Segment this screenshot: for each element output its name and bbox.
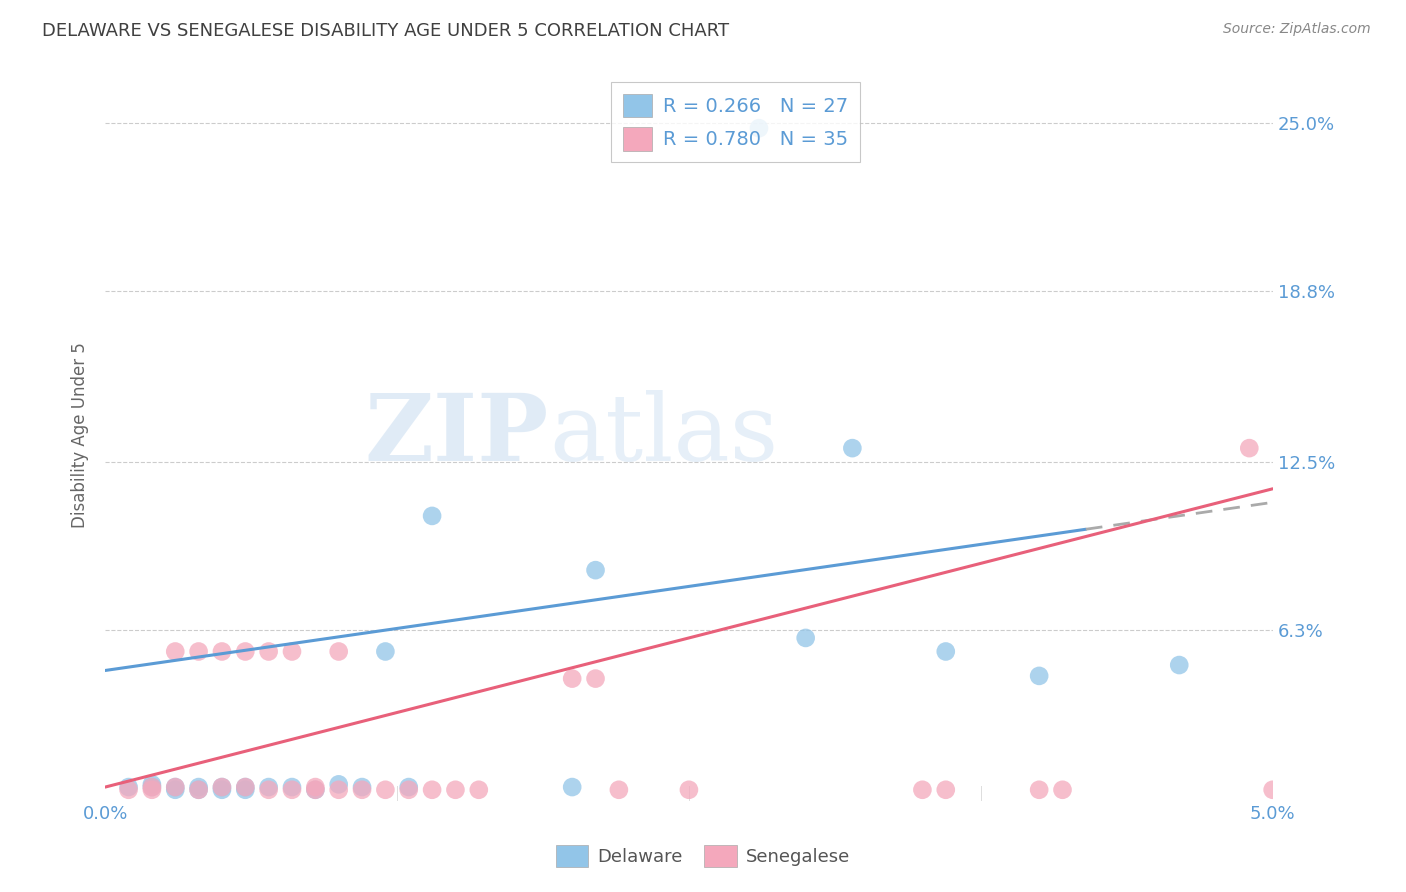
Legend: Delaware, Senegalese: Delaware, Senegalese <box>548 838 858 874</box>
Point <box>585 563 607 577</box>
Point <box>352 782 374 797</box>
Point <box>444 782 467 797</box>
Point <box>304 782 326 797</box>
Point <box>398 782 420 797</box>
Point <box>1261 782 1284 797</box>
Point <box>165 644 187 658</box>
Text: DELAWARE VS SENEGALESE DISABILITY AGE UNDER 5 CORRELATION CHART: DELAWARE VS SENEGALESE DISABILITY AGE UN… <box>42 22 730 40</box>
Point <box>841 441 863 455</box>
Point <box>328 777 350 791</box>
Point <box>794 631 817 645</box>
Point <box>1239 441 1261 455</box>
Point <box>165 780 187 794</box>
Point <box>233 644 256 658</box>
Text: atlas: atlas <box>548 390 778 480</box>
Point <box>233 782 256 797</box>
Point <box>678 782 700 797</box>
Point <box>141 780 163 794</box>
Point <box>211 780 233 794</box>
Point <box>398 780 420 794</box>
Point <box>165 780 187 794</box>
Point <box>187 644 209 658</box>
Point <box>1052 782 1074 797</box>
Point <box>187 782 209 797</box>
Point <box>281 780 304 794</box>
Point <box>935 782 957 797</box>
Point <box>1168 658 1191 673</box>
Point <box>257 782 280 797</box>
Point <box>141 782 163 797</box>
Point <box>141 780 163 794</box>
Point <box>257 644 280 658</box>
Point <box>352 780 374 794</box>
Point <box>233 780 256 794</box>
Point <box>328 782 350 797</box>
Point <box>165 782 187 797</box>
Point <box>420 782 443 797</box>
Point <box>281 782 304 797</box>
Point <box>117 780 139 794</box>
Point <box>211 780 233 794</box>
Point <box>374 782 396 797</box>
Point <box>328 644 350 658</box>
Point <box>607 782 630 797</box>
Point <box>187 780 209 794</box>
Legend: R = 0.266   N = 27, R = 0.780   N = 35: R = 0.266 N = 27, R = 0.780 N = 35 <box>612 82 860 162</box>
Point <box>233 780 256 794</box>
Text: ZIP: ZIP <box>364 390 548 480</box>
Point <box>257 780 280 794</box>
Point <box>561 672 583 686</box>
Point <box>748 121 770 136</box>
Point <box>117 782 139 797</box>
Point <box>211 782 233 797</box>
Point <box>468 782 491 797</box>
Point <box>141 777 163 791</box>
Text: Source: ZipAtlas.com: Source: ZipAtlas.com <box>1223 22 1371 37</box>
Point <box>304 782 326 797</box>
Point <box>304 780 326 794</box>
Point <box>211 644 233 658</box>
Point <box>1028 669 1050 683</box>
Point <box>187 782 209 797</box>
Point <box>420 508 443 523</box>
Point <box>911 782 934 797</box>
Point <box>1028 782 1050 797</box>
Point <box>374 644 396 658</box>
Point <box>561 780 583 794</box>
Point <box>281 644 304 658</box>
Point <box>585 672 607 686</box>
Y-axis label: Disability Age Under 5: Disability Age Under 5 <box>72 342 89 527</box>
Point <box>935 644 957 658</box>
